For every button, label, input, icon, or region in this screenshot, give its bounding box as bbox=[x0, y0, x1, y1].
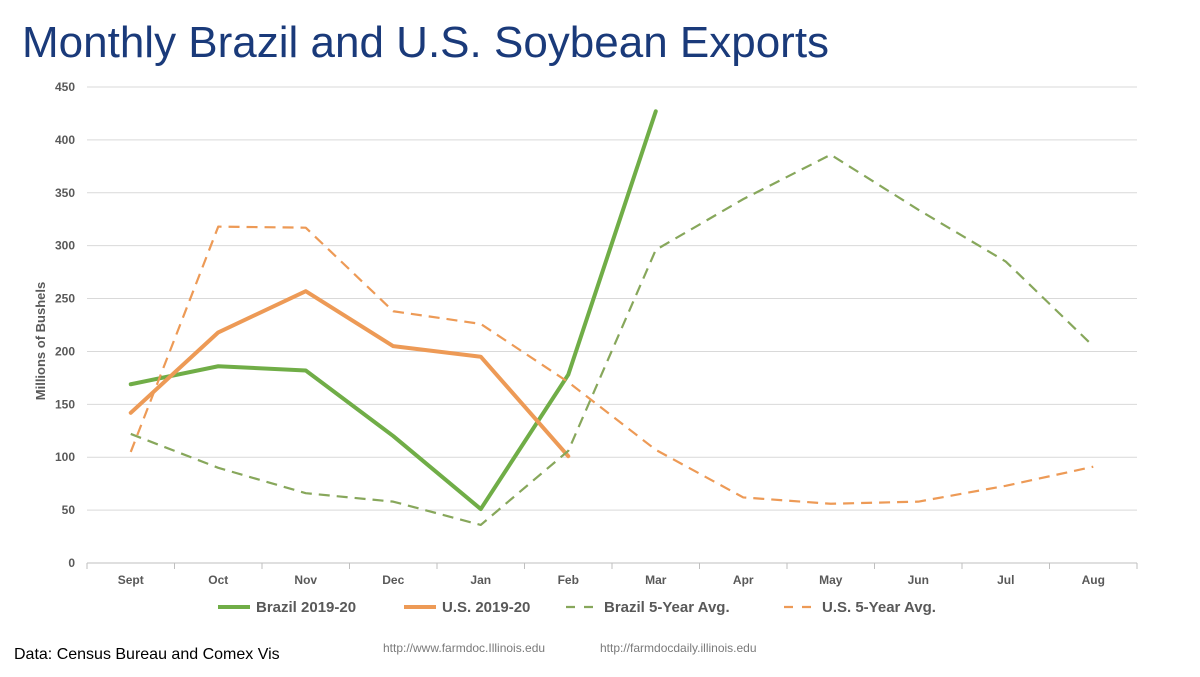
y-tick-label: 400 bbox=[55, 133, 75, 147]
y-tick-label: 250 bbox=[55, 292, 75, 306]
x-tick-label: Jan bbox=[470, 573, 491, 587]
x-tick-label: Mar bbox=[645, 573, 667, 587]
x-tick-label: Apr bbox=[733, 573, 754, 587]
data-source: Data: Census Bureau and Comex Vis bbox=[14, 646, 280, 663]
x-tick-label: Jun bbox=[908, 573, 929, 587]
series-line-3 bbox=[129, 225, 1094, 505]
y-tick-label: 450 bbox=[55, 80, 75, 94]
grid-lines bbox=[87, 86, 1137, 511]
y-tick-label: 150 bbox=[55, 397, 75, 411]
legend-label-0: Brazil 2019-20 bbox=[256, 599, 356, 616]
legend-label-2: Brazil 5-Year Avg. bbox=[604, 599, 730, 616]
slide-title: Monthly Brazil and U.S. Soybean Exports bbox=[22, 18, 830, 67]
series-line-0 bbox=[128, 109, 658, 512]
series-line-1 bbox=[128, 289, 571, 459]
y-tick-label: 100 bbox=[55, 450, 75, 464]
x-tick-label: Jul bbox=[997, 573, 1014, 587]
legend-label-1: U.S. 2019-20 bbox=[442, 599, 530, 616]
farmdoc-link[interactable]: http://www.farmdoc.Illinois.edu bbox=[383, 641, 546, 655]
x-tick-label: Dec bbox=[382, 573, 404, 587]
y-tick-label: 0 bbox=[68, 556, 75, 570]
farmdocdaily-link[interactable]: http://farmdocdaily.illinois.edu bbox=[600, 641, 757, 655]
x-tick-label: Oct bbox=[208, 573, 228, 587]
series-lines bbox=[128, 109, 1095, 527]
legend-label-3: U.S. 5-Year Avg. bbox=[822, 599, 936, 616]
x-tick-label: May bbox=[819, 573, 843, 587]
y-axis-title: Millions of Bushels bbox=[33, 282, 48, 400]
legend: Brazil 2019-20 U.S. 2019-20 Brazil 5-Year … bbox=[218, 599, 936, 616]
y-tick-label: 350 bbox=[55, 186, 75, 200]
x-tick-label: Aug bbox=[1082, 573, 1105, 587]
y-tick-label: 200 bbox=[55, 344, 75, 358]
axes: 0 50 100 150 200 250 300 350 400 450 Sept Oct Nov Dec… bbox=[33, 80, 1138, 587]
x-tick-label: Feb bbox=[558, 573, 579, 587]
x-tick-label: Nov bbox=[294, 573, 317, 587]
y-tick-label: 300 bbox=[55, 239, 75, 253]
y-tick-label: 50 bbox=[62, 503, 76, 517]
series-line-2 bbox=[130, 153, 1095, 527]
x-tick-label: Sept bbox=[118, 573, 144, 587]
